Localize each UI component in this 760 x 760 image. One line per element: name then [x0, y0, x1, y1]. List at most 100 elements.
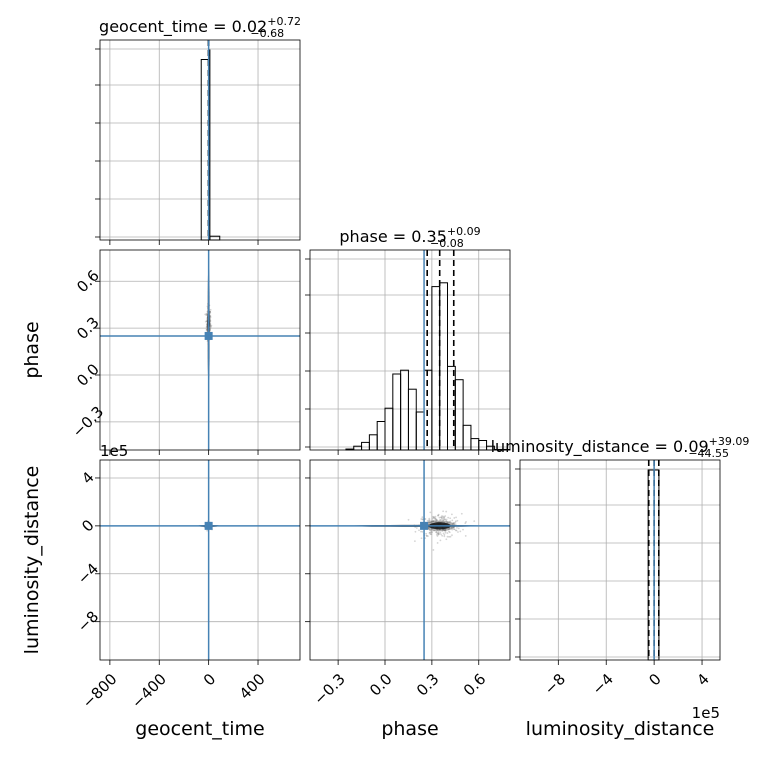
distance-vs-phase-xtick-label-0: −0.3	[310, 670, 348, 708]
distance-vs-phase-point	[432, 515, 434, 518]
phase-vs-geocent-time-point	[205, 323, 208, 325]
distance-vs-phase-point	[454, 523, 457, 526]
phase-vs-geocent-time-point	[209, 320, 212, 322]
phase-vs-geocent-time-point	[206, 330, 209, 333]
distance-vs-phase-point	[428, 529, 431, 532]
distance-vs-phase-point	[436, 529, 439, 531]
distance-vs-phase-point	[443, 528, 446, 531]
distance-vs-phase-point	[464, 522, 467, 525]
phase-vs-geocent-time-point	[206, 320, 208, 323]
distance-vs-phase-point	[446, 521, 449, 524]
distance-vs-phase-point	[454, 520, 457, 523]
distance-vs-phase-point	[441, 520, 443, 523]
distance-vs-phase-point	[434, 519, 436, 522]
distance-vs-phase-point	[429, 531, 431, 534]
distance-hist-xtick-label-1: −4	[589, 670, 617, 698]
distance-vs-phase-point	[446, 521, 449, 524]
distance-vs-phase-point	[430, 533, 433, 536]
phase-vs-geocent-time-point	[205, 329, 208, 331]
phase-vs-geocent-time-point	[209, 310, 211, 313]
distance-vs-geocent-time-ytick-label-3: −8	[74, 607, 102, 635]
phase-vs-geocent-time-point	[209, 325, 212, 328]
distance-vs-phase-point	[428, 519, 430, 522]
phase-hist-bin-17	[478, 440, 488, 451]
equals-sign: =	[649, 437, 673, 456]
phase-hist-bin-4	[376, 421, 386, 451]
distance-vs-phase-point	[428, 532, 431, 534]
distance-vs-geocent-time-xtick-label-2: 0	[200, 670, 219, 689]
distance-vs-phase-point	[429, 529, 432, 532]
distance-vs-phase-point	[437, 513, 440, 516]
distance-vs-phase-point	[444, 529, 446, 531]
distance-vs-phase-point	[421, 516, 424, 519]
distance-vs-geocent-time-xtick-label-0: −800	[79, 670, 121, 712]
distance-vs-phase-point	[420, 537, 423, 540]
distance-vs-phase-point	[414, 530, 417, 533]
distance-vs-geocent-time-ytick-label-1: 0	[78, 516, 97, 535]
distance-vs-phase-point	[437, 514, 440, 517]
distance-vs-phase-point	[437, 532, 440, 535]
distance-vs-geocent-time-frame	[99, 459, 301, 661]
plus-error: +0.09	[447, 225, 481, 238]
median-value: 0.02	[232, 17, 268, 36]
distance-vs-phase-point	[427, 521, 430, 523]
distance-vs-phase-point	[456, 519, 459, 522]
distance-vs-phase-point	[437, 531, 440, 534]
distance-vs-phase-point	[447, 528, 450, 531]
distance-vs-phase-point	[426, 535, 429, 537]
phase-vs-geocent-time-point	[209, 320, 212, 322]
distance-vs-phase-point	[433, 515, 435, 518]
distance-vs-phase-point	[462, 528, 464, 531]
phase-vs-geocent-time-point	[209, 325, 212, 328]
distance-vs-phase-point	[431, 520, 434, 523]
distance-vs-phase-point	[436, 519, 438, 521]
distance-vs-phase-point	[407, 518, 410, 521]
distance-vs-phase-point	[437, 532, 439, 535]
distance-vs-phase-point	[435, 532, 438, 534]
phase-vs-geocent-time-point	[205, 328, 208, 330]
phase-hist-bin-13	[447, 365, 456, 451]
distance-vs-phase-point	[439, 531, 442, 534]
param-name: geocent_time	[99, 17, 208, 37]
distance-vs-phase-point	[444, 530, 447, 532]
distance-vs-phase-point	[459, 530, 462, 533]
phase-hist-bin-16	[470, 438, 480, 451]
distance-vs-phase-point	[418, 529, 420, 532]
distance-vs-phase-point	[440, 516, 443, 519]
distance-vs-phase-point	[442, 518, 445, 520]
distance-vs-phase-point	[434, 515, 437, 518]
distance-hist-xtick-label-2: 0	[645, 670, 664, 689]
distance-vs-phase-point	[424, 518, 427, 520]
distance-vs-phase-point	[435, 530, 438, 533]
distance-vs-phase-xtick-label-2: 0.3	[413, 670, 443, 700]
equals-sign: =	[208, 17, 232, 36]
distance-vs-phase-point	[441, 529, 444, 532]
distance-vs-geocent-time-ytick-label-0: 4	[78, 468, 97, 487]
distance-vs-phase-point	[427, 528, 430, 531]
distance-vs-phase-point	[448, 530, 450, 533]
distance-vs-phase-point	[454, 521, 457, 524]
distance-vs-phase-point	[432, 520, 435, 523]
distance-vs-phase-point	[453, 522, 456, 525]
axes-layer	[95, 39, 721, 665]
distance-vs-phase-point	[451, 528, 454, 531]
distance-vs-phase-point	[433, 516, 435, 519]
phase-vs-geocent-time-point	[209, 315, 211, 317]
phase-vs-geocent-time-point	[205, 313, 208, 316]
distance-vs-phase-point	[428, 519, 431, 522]
distance-vs-phase-point	[464, 535, 467, 537]
distance-vs-phase-point	[452, 522, 455, 524]
distance-vs-phase-point	[451, 534, 453, 537]
distance-vs-phase-point	[443, 518, 446, 521]
param-name: luminosity_distance	[491, 437, 650, 457]
distance-vs-phase-point	[413, 540, 416, 542]
distance-vs-phase-point	[465, 520, 467, 523]
distance-vs-phase-point	[439, 539, 442, 542]
distance-vs-phase-xtick-label-1: 0.0	[366, 670, 396, 700]
phase-vs-geocent-time-ytick-label-0: 0.6	[73, 266, 103, 296]
phase-vs-geocent-time-point	[209, 316, 212, 318]
distance-vs-phase-point	[442, 519, 444, 522]
distance-vs-phase-point	[457, 531, 459, 533]
param-name: phase	[339, 227, 387, 246]
